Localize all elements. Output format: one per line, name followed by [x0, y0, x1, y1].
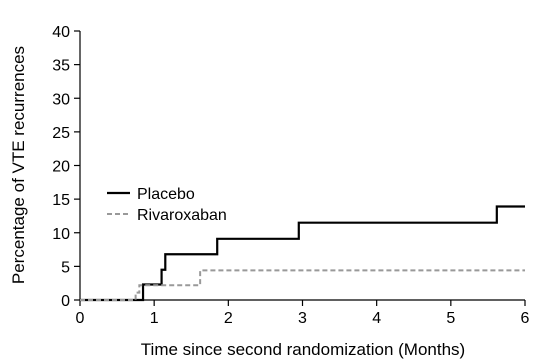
y-tick-label: 0 — [61, 293, 70, 310]
x-tick-label: 4 — [372, 310, 381, 327]
series-line-rivaroxaban — [80, 269, 525, 301]
x-axis-title: Time since second randomization (Months) — [141, 340, 465, 359]
y-tick-label: 25 — [52, 125, 70, 142]
series-group — [80, 205, 525, 302]
y-tick-label: 15 — [52, 192, 70, 209]
y-tick-label: 40 — [52, 24, 70, 41]
y-axis-title: Percentage of VTE recurrences — [9, 46, 28, 284]
y-tick-label: 30 — [52, 91, 70, 108]
ticks: 0 5 10 15 20 25 30 35 40 0 1 2 3 4 5 6 — [52, 24, 529, 327]
y-tick-label: 35 — [52, 58, 70, 75]
y-tick-label: 20 — [52, 159, 70, 176]
y-tick-label: 5 — [61, 259, 70, 276]
x-tick-label: 1 — [150, 310, 159, 327]
axes — [79, 31, 525, 301]
y-tick-label: 10 — [52, 226, 70, 243]
x-tick-label: 3 — [298, 310, 307, 327]
legend-label-rivaroxaban: Rivaroxaban — [137, 207, 227, 224]
x-tick-label: 6 — [521, 310, 530, 327]
x-tick-label: 0 — [76, 310, 85, 327]
x-tick-label: 5 — [446, 310, 455, 327]
legend-label-placebo: Placebo — [137, 186, 195, 203]
legend: Placebo Rivaroxaban — [107, 186, 227, 224]
x-tick-label: 2 — [224, 310, 233, 327]
